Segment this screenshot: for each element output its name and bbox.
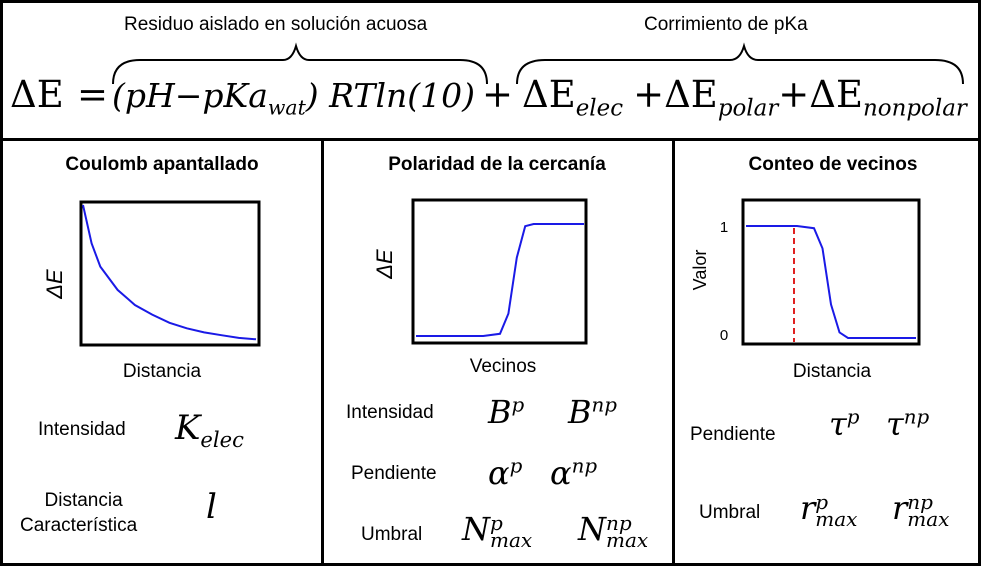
r-symbol-np: r (892, 489, 908, 527)
label-isolated-residue: Residuo aislado en solución acuosa (124, 14, 428, 35)
alpha-symbol-np: α (550, 454, 572, 492)
count-slope-label: Pendiente (690, 424, 776, 445)
coulomb-ylabel: ΔE (42, 269, 67, 300)
eq-term-rtln: ) RTln(10) (305, 76, 475, 115)
panel-count (672, 138, 981, 566)
eq-sub-nonpolar: nonpolar (863, 95, 967, 122)
polar-chart: ΔE (372, 198, 588, 345)
eq-term-ph: (pH−pKa (112, 76, 268, 115)
n-sup-p: p (490, 510, 503, 535)
curly-braces (112, 42, 964, 85)
label-pka-shift: Corrimiento de pKa (644, 14, 808, 35)
b-symbol: B (488, 393, 512, 431)
b-symbol-np: B (568, 393, 592, 431)
k-symbol: K (175, 408, 201, 448)
count-chart: Valor 1 0 (690, 198, 921, 346)
n-sub-max: max (490, 527, 533, 552)
coulomb-curve (82, 204, 257, 341)
b-sup-np: np (591, 393, 617, 417)
length-label-line2: Característica (20, 515, 138, 536)
coulomb-param-intensity-label: Intensidad (38, 419, 126, 440)
equation-plus: + (482, 73, 514, 116)
r-sup-np: np (907, 489, 933, 514)
r-sub-max-np: max (907, 506, 950, 531)
count-plot-frame (741, 198, 921, 346)
count-ylabel: Valor (690, 250, 710, 291)
n-symbol-np: N (578, 510, 606, 548)
polar-threshold-label: Umbral (361, 524, 423, 545)
b-sup-p: p (511, 393, 525, 417)
coulomb-plot-frame (79, 200, 261, 347)
count-title: Conteo de vecinos (748, 154, 918, 175)
tau-symbol-np: τ (886, 405, 904, 443)
polar-slope-label: Pendiente (351, 463, 437, 484)
n-symbol: N (462, 510, 490, 548)
polar-ylabel: ΔE (372, 249, 397, 280)
eq-delta-elec: ΔE (522, 73, 576, 116)
count-threshold-label: Umbral (699, 502, 761, 523)
n-sup-np: np (606, 510, 632, 535)
count-slope-np: τnp (886, 405, 929, 443)
n-sub-max-np: max (606, 527, 649, 552)
eq-delta-polar: +ΔE (633, 73, 718, 116)
polar-plot-frame (411, 198, 588, 345)
k-sub-elec: elec (200, 426, 244, 452)
r-sub-max: max (815, 506, 858, 531)
polar-title: Polaridad de la cercanía (388, 154, 606, 175)
brace-right (516, 42, 964, 85)
coulomb-xlabel: Distancia (122, 361, 202, 382)
alpha-sup-p: p (509, 454, 523, 478)
eq-sub-wat: wat (267, 95, 306, 120)
polar-curve (416, 223, 584, 337)
polar-slope-p: αp (488, 454, 522, 492)
count-threshold-p: r p max (800, 489, 858, 531)
count-threshold-np: r np max (892, 489, 950, 531)
polar-intensity-label: Intensidad (346, 402, 434, 423)
equation-equals: = (77, 73, 109, 116)
count-ytick-0: 0 (720, 327, 728, 344)
equation-rhs: ΔEelec +ΔEpolar+ΔEnonpolar (522, 73, 967, 121)
count-ytick-1: 1 (720, 219, 728, 236)
coulomb-param-length-label: Distancia Característica (20, 488, 137, 538)
count-curve (746, 225, 916, 339)
alpha-sup-np: np (571, 454, 598, 478)
equation-term-water: (pH−pKawat) RTln(10) (112, 76, 475, 120)
eq-sub-polar: polar (717, 95, 779, 122)
alpha-symbol: α (488, 454, 510, 492)
polar-xlabel: Vecinos (469, 356, 537, 377)
coulomb-chart: ΔE (42, 200, 261, 347)
tau-symbol: τ (829, 405, 847, 443)
coulomb-title: Coulomb apantallado (65, 154, 259, 175)
length-label-line1: Distancia (44, 490, 123, 511)
coulomb-param-length-symbol: l (206, 487, 217, 527)
eq-delta-nonpolar: +ΔE (778, 73, 864, 116)
count-slope-p: τp (829, 405, 859, 443)
polar-slope-np: αnp (550, 454, 597, 492)
r-sup-p: p (815, 489, 829, 514)
tau-sup-p: p (846, 405, 860, 429)
brace-left (112, 42, 488, 85)
eq-sub-elec: elec (575, 95, 624, 122)
r-symbol: r (800, 489, 816, 527)
polar-intensity-np: Bnp (568, 393, 617, 431)
equation-lhs: ΔE (10, 73, 64, 116)
eq-lhs-symbol: ΔE (10, 73, 64, 116)
polar-intensity-p: Bp (488, 393, 524, 431)
coulomb-param-intensity-symbol: Kelec (175, 408, 244, 452)
count-xlabel: Distancia (792, 361, 872, 382)
tau-sup-np: np (903, 405, 930, 429)
